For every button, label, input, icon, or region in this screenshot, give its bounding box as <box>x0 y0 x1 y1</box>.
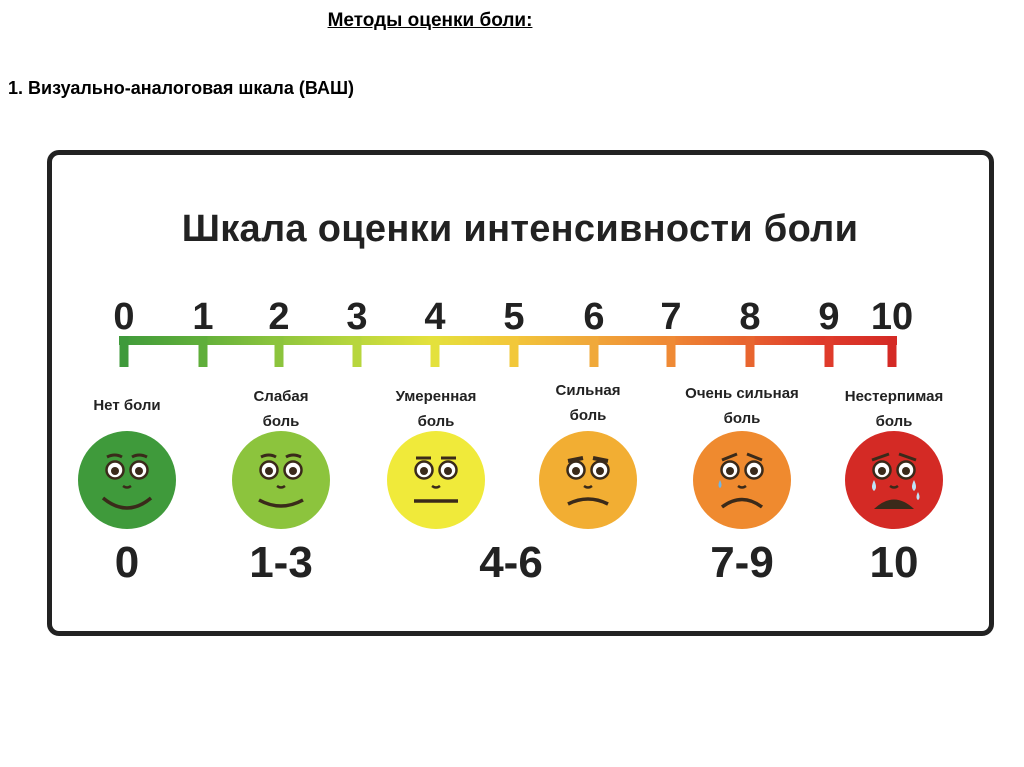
tick-number: 0 <box>113 296 135 338</box>
sad-face-icon <box>692 430 792 530</box>
category-label: Нестерпимая <box>844 388 944 405</box>
range-label: 7-9 <box>710 538 774 587</box>
scale-tick-mark <box>198 336 208 367</box>
scale-tick-mark <box>745 336 755 367</box>
scale-tick-mark <box>509 336 519 367</box>
frown-face-icon <box>538 430 638 530</box>
tick-number: 4 <box>424 296 446 338</box>
tick-number: 7 <box>660 296 682 338</box>
category-label: Умеренная <box>395 388 477 405</box>
scale-tick-mark <box>589 336 599 367</box>
category-label: боль <box>262 413 300 430</box>
tick-number: 10 <box>870 296 914 338</box>
scale-tick-mark <box>119 336 129 367</box>
pain-scale-frame <box>47 150 994 636</box>
scale-tick-mark <box>430 336 440 367</box>
slide-subtitle: 1. Визуально-аналоговая шкала (ВАШ) <box>8 78 355 98</box>
tick-number: 9 <box>818 296 840 338</box>
category-label: боль <box>569 407 607 424</box>
scale-tick-mark <box>352 336 362 367</box>
range-label: 4-6 <box>479 538 543 587</box>
tick-number: 5 <box>503 296 525 338</box>
tick-number: 8 <box>739 296 761 338</box>
crying-face-icon <box>844 430 944 530</box>
slide-title: Методы оценки боли: <box>327 10 533 31</box>
category-label: боль <box>417 413 455 430</box>
range-label: 10 <box>869 538 919 587</box>
smile-face-icon <box>231 430 331 530</box>
category-label: Слабая <box>253 388 309 405</box>
tick-number: 2 <box>268 296 290 338</box>
category-label: боль <box>723 410 761 427</box>
tick-number: 6 <box>583 296 605 338</box>
category-label: боль <box>875 413 913 430</box>
tick-number: 1 <box>192 296 214 338</box>
neutral-face-icon <box>386 430 486 530</box>
category-label: Нет боли <box>93 397 161 414</box>
scale-tick-mark <box>824 336 834 367</box>
happy-face-icon <box>77 430 177 530</box>
scale-tick-mark <box>666 336 676 367</box>
range-label: 1-3 <box>249 538 313 587</box>
range-label: 0 <box>114 538 140 587</box>
tick-number: 3 <box>346 296 368 338</box>
pain-scale-title: Шкала оценки интенсивности боли <box>181 208 859 250</box>
category-label: Сильная <box>555 382 621 399</box>
category-label: Очень сильная <box>685 385 799 402</box>
scale-tick-mark <box>887 336 897 367</box>
scale-tick-mark <box>274 336 284 367</box>
scale-line <box>119 336 897 345</box>
